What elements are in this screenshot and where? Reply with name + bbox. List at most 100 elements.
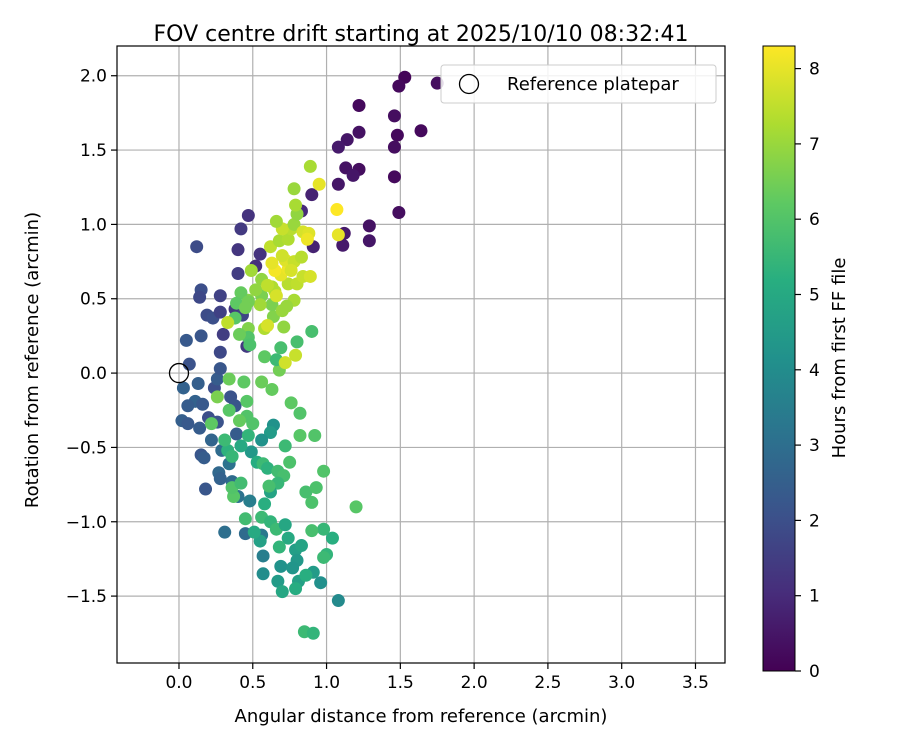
data-point	[269, 289, 283, 303]
data-point	[232, 327, 246, 341]
data-point	[277, 320, 291, 334]
data-point	[312, 177, 326, 191]
data-point	[237, 375, 251, 389]
data-point	[286, 561, 300, 575]
colorbar-tick-label: 8	[809, 60, 820, 80]
data-point	[281, 531, 295, 545]
data-point	[362, 234, 376, 248]
data-point	[249, 283, 263, 297]
data-point	[262, 479, 276, 493]
data-point	[246, 417, 260, 431]
data-point	[414, 124, 428, 138]
data-point	[289, 582, 303, 596]
data-point	[272, 540, 286, 554]
x-tick-label: 3.5	[682, 673, 709, 693]
data-point	[330, 203, 344, 217]
data-point	[325, 531, 339, 545]
data-point	[280, 299, 294, 313]
data-point	[261, 461, 275, 475]
data-point	[241, 208, 255, 222]
data-point	[305, 524, 319, 538]
data-point	[392, 79, 406, 93]
data-point	[331, 177, 345, 191]
data-point	[294, 539, 308, 553]
data-point	[340, 133, 354, 147]
y-tick-label: 0.5	[80, 290, 107, 310]
data-point	[305, 324, 319, 338]
data-point	[197, 451, 211, 465]
data-point	[255, 375, 269, 389]
data-point	[179, 333, 193, 347]
colorbar-tick-label: 3	[809, 436, 820, 456]
data-point	[218, 525, 232, 539]
x-tick-label: 0.5	[239, 673, 266, 693]
data-point	[387, 140, 401, 154]
data-point	[176, 381, 190, 395]
data-point	[289, 198, 303, 212]
y-tick-label: 1.5	[80, 141, 107, 161]
data-point	[244, 445, 258, 459]
y-tick-label: −1.0	[66, 513, 107, 533]
data-point	[256, 567, 270, 581]
data-point	[346, 168, 360, 182]
data-point	[362, 219, 376, 233]
data-point	[210, 372, 224, 386]
data-point	[314, 576, 328, 590]
colorbar-tick-label: 7	[809, 135, 820, 155]
data-point	[261, 278, 275, 292]
data-point	[317, 464, 331, 478]
data-point	[221, 316, 235, 330]
data-point	[213, 289, 227, 303]
data-point	[225, 449, 239, 463]
data-point	[278, 439, 292, 453]
data-point	[238, 512, 252, 526]
data-point	[308, 429, 322, 443]
data-point	[284, 396, 298, 410]
data-point	[194, 329, 208, 343]
legend-reference-marker	[458, 73, 480, 95]
data-point	[243, 494, 257, 508]
data-point	[256, 549, 270, 563]
data-point	[352, 98, 366, 112]
colorbar-tick-label: 4	[809, 361, 820, 381]
data-point	[204, 433, 218, 447]
x-tick-label: 2.0	[461, 673, 488, 693]
data-point	[210, 390, 224, 404]
data-point	[193, 421, 207, 435]
data-point	[309, 481, 323, 495]
data-point	[274, 559, 288, 573]
data-point	[243, 338, 257, 352]
plot-frame	[116, 45, 726, 664]
data-point	[199, 482, 213, 496]
grid-lines	[117, 46, 725, 663]
data-point	[213, 345, 227, 359]
y-tick-label: 2.0	[80, 67, 107, 87]
data-point	[305, 188, 319, 202]
y-tick-label: −0.5	[66, 438, 107, 458]
data-point	[278, 518, 292, 532]
data-point	[303, 269, 317, 283]
data-point	[294, 250, 308, 264]
data-point	[392, 206, 406, 220]
data-point	[218, 433, 232, 447]
data-point	[349, 500, 363, 514]
x-axis-ticks: 0.0 0.5 1.0 1.5 2.0 2.5 3.0 3.5	[165, 663, 709, 693]
data-point	[216, 327, 230, 341]
data-point	[317, 550, 331, 564]
data-point	[182, 357, 196, 371]
data-point	[303, 159, 317, 173]
data-point	[289, 348, 303, 362]
x-tick-label: 1.5	[387, 673, 414, 693]
data-point	[331, 140, 345, 154]
data-point	[193, 290, 207, 304]
data-point	[222, 372, 236, 386]
colorbar-gradient	[762, 45, 796, 672]
y-axis-label: Rotation from reference (arcmin)	[22, 212, 43, 508]
data-point	[258, 350, 272, 364]
reference-platepar-marker	[168, 362, 190, 384]
x-tick-label: 2.5	[534, 673, 561, 693]
data-point	[293, 406, 307, 420]
data-point	[238, 301, 252, 315]
data-point	[387, 170, 401, 184]
